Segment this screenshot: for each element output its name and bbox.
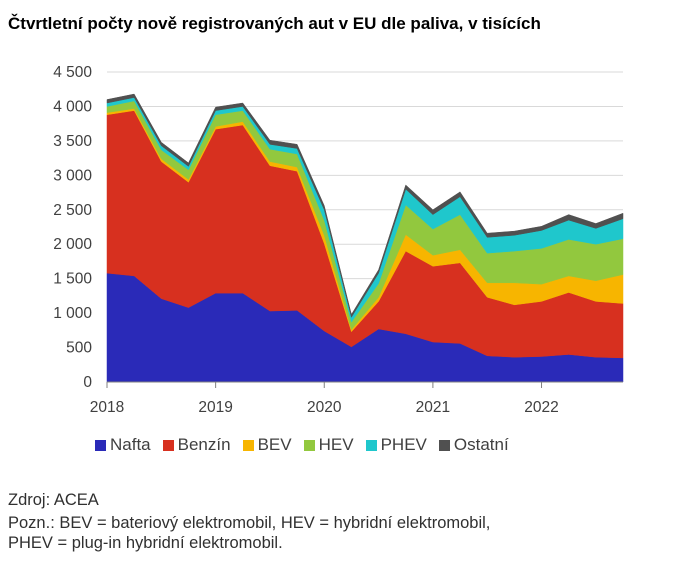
legend-item-bev: BEV: [242, 435, 292, 455]
x-tick-label: 2019: [198, 399, 232, 416]
y-tick-label: 500: [66, 340, 92, 357]
x-tick-label: 2020: [307, 399, 342, 416]
source-note: Zdroj: ACEA: [8, 491, 99, 509]
legend-item-nafta: Nafta: [95, 435, 151, 455]
x-tick-label: 2018: [90, 399, 124, 416]
y-tick-label: 4 500: [53, 64, 92, 81]
legend-swatch-nafta: [95, 439, 106, 451]
legend-label-phev: PHEV: [380, 435, 427, 454]
x-tick-label: 2022: [524, 399, 558, 416]
y-tick-label: 1 000: [53, 305, 92, 322]
x-tick-label: 2021: [416, 399, 450, 416]
legend-item-benzin: Benzín: [162, 435, 231, 455]
legend-label-benzin: Benzín: [177, 435, 231, 454]
legend-label-bev: BEV: [257, 435, 292, 454]
y-tick-label: 4 000: [53, 98, 92, 115]
chart-title: Čtvrtletní počty nově registrovaných aut…: [8, 14, 541, 33]
y-tick-label: 3 000: [53, 167, 92, 184]
legend: Nafta Benzín BEV HEV PHEV Ostatní: [95, 435, 521, 455]
y-tick-label: 1 500: [53, 271, 92, 288]
stacked-area-chart: 0 500 1 000 1 500 2 000 2 500 3 000 3 500 4 000 4…: [53, 64, 624, 416]
legend-swatch-bev: [242, 439, 254, 451]
y-tick-label: 0: [83, 374, 92, 391]
y-tick-label: 2 500: [53, 202, 92, 219]
area-ostatni: [106, 93, 624, 318]
x-axis: 2018 2019 2020 2021 2022: [90, 381, 623, 416]
legend-swatch-phev: [365, 439, 377, 451]
footnote-line-1: Pozn.: BEV = bateriový elektromobil, HEV…: [8, 514, 491, 532]
footnote-line-2: PHEV = plug-in hybridní elektromobil.: [8, 534, 283, 552]
legend-label-hev: HEV: [318, 435, 354, 454]
y-tick-label: 3 500: [53, 133, 92, 150]
legend-swatch-benzin: [162, 439, 174, 451]
footnote: Pozn.: BEV = bateriový elektromobil, HEV…: [8, 513, 666, 553]
legend-swatch-ostatni: [438, 439, 450, 451]
y-tick-label: 2 000: [53, 236, 92, 253]
y-axis-tick-labels: 0 500 1 000 1 500 2 000 2 500 3 000 3 500 4 000 4…: [53, 64, 92, 391]
legend-item-phev: PHEV: [365, 435, 427, 455]
area-series: [106, 93, 624, 383]
legend-item-hev: HEV: [303, 435, 354, 455]
legend-label-ostatni: Ostatní: [453, 435, 509, 454]
legend-swatch-hev: [303, 439, 315, 451]
legend-label-nafta: Nafta: [110, 435, 151, 454]
legend-item-ostatni: Ostatní: [438, 435, 509, 455]
